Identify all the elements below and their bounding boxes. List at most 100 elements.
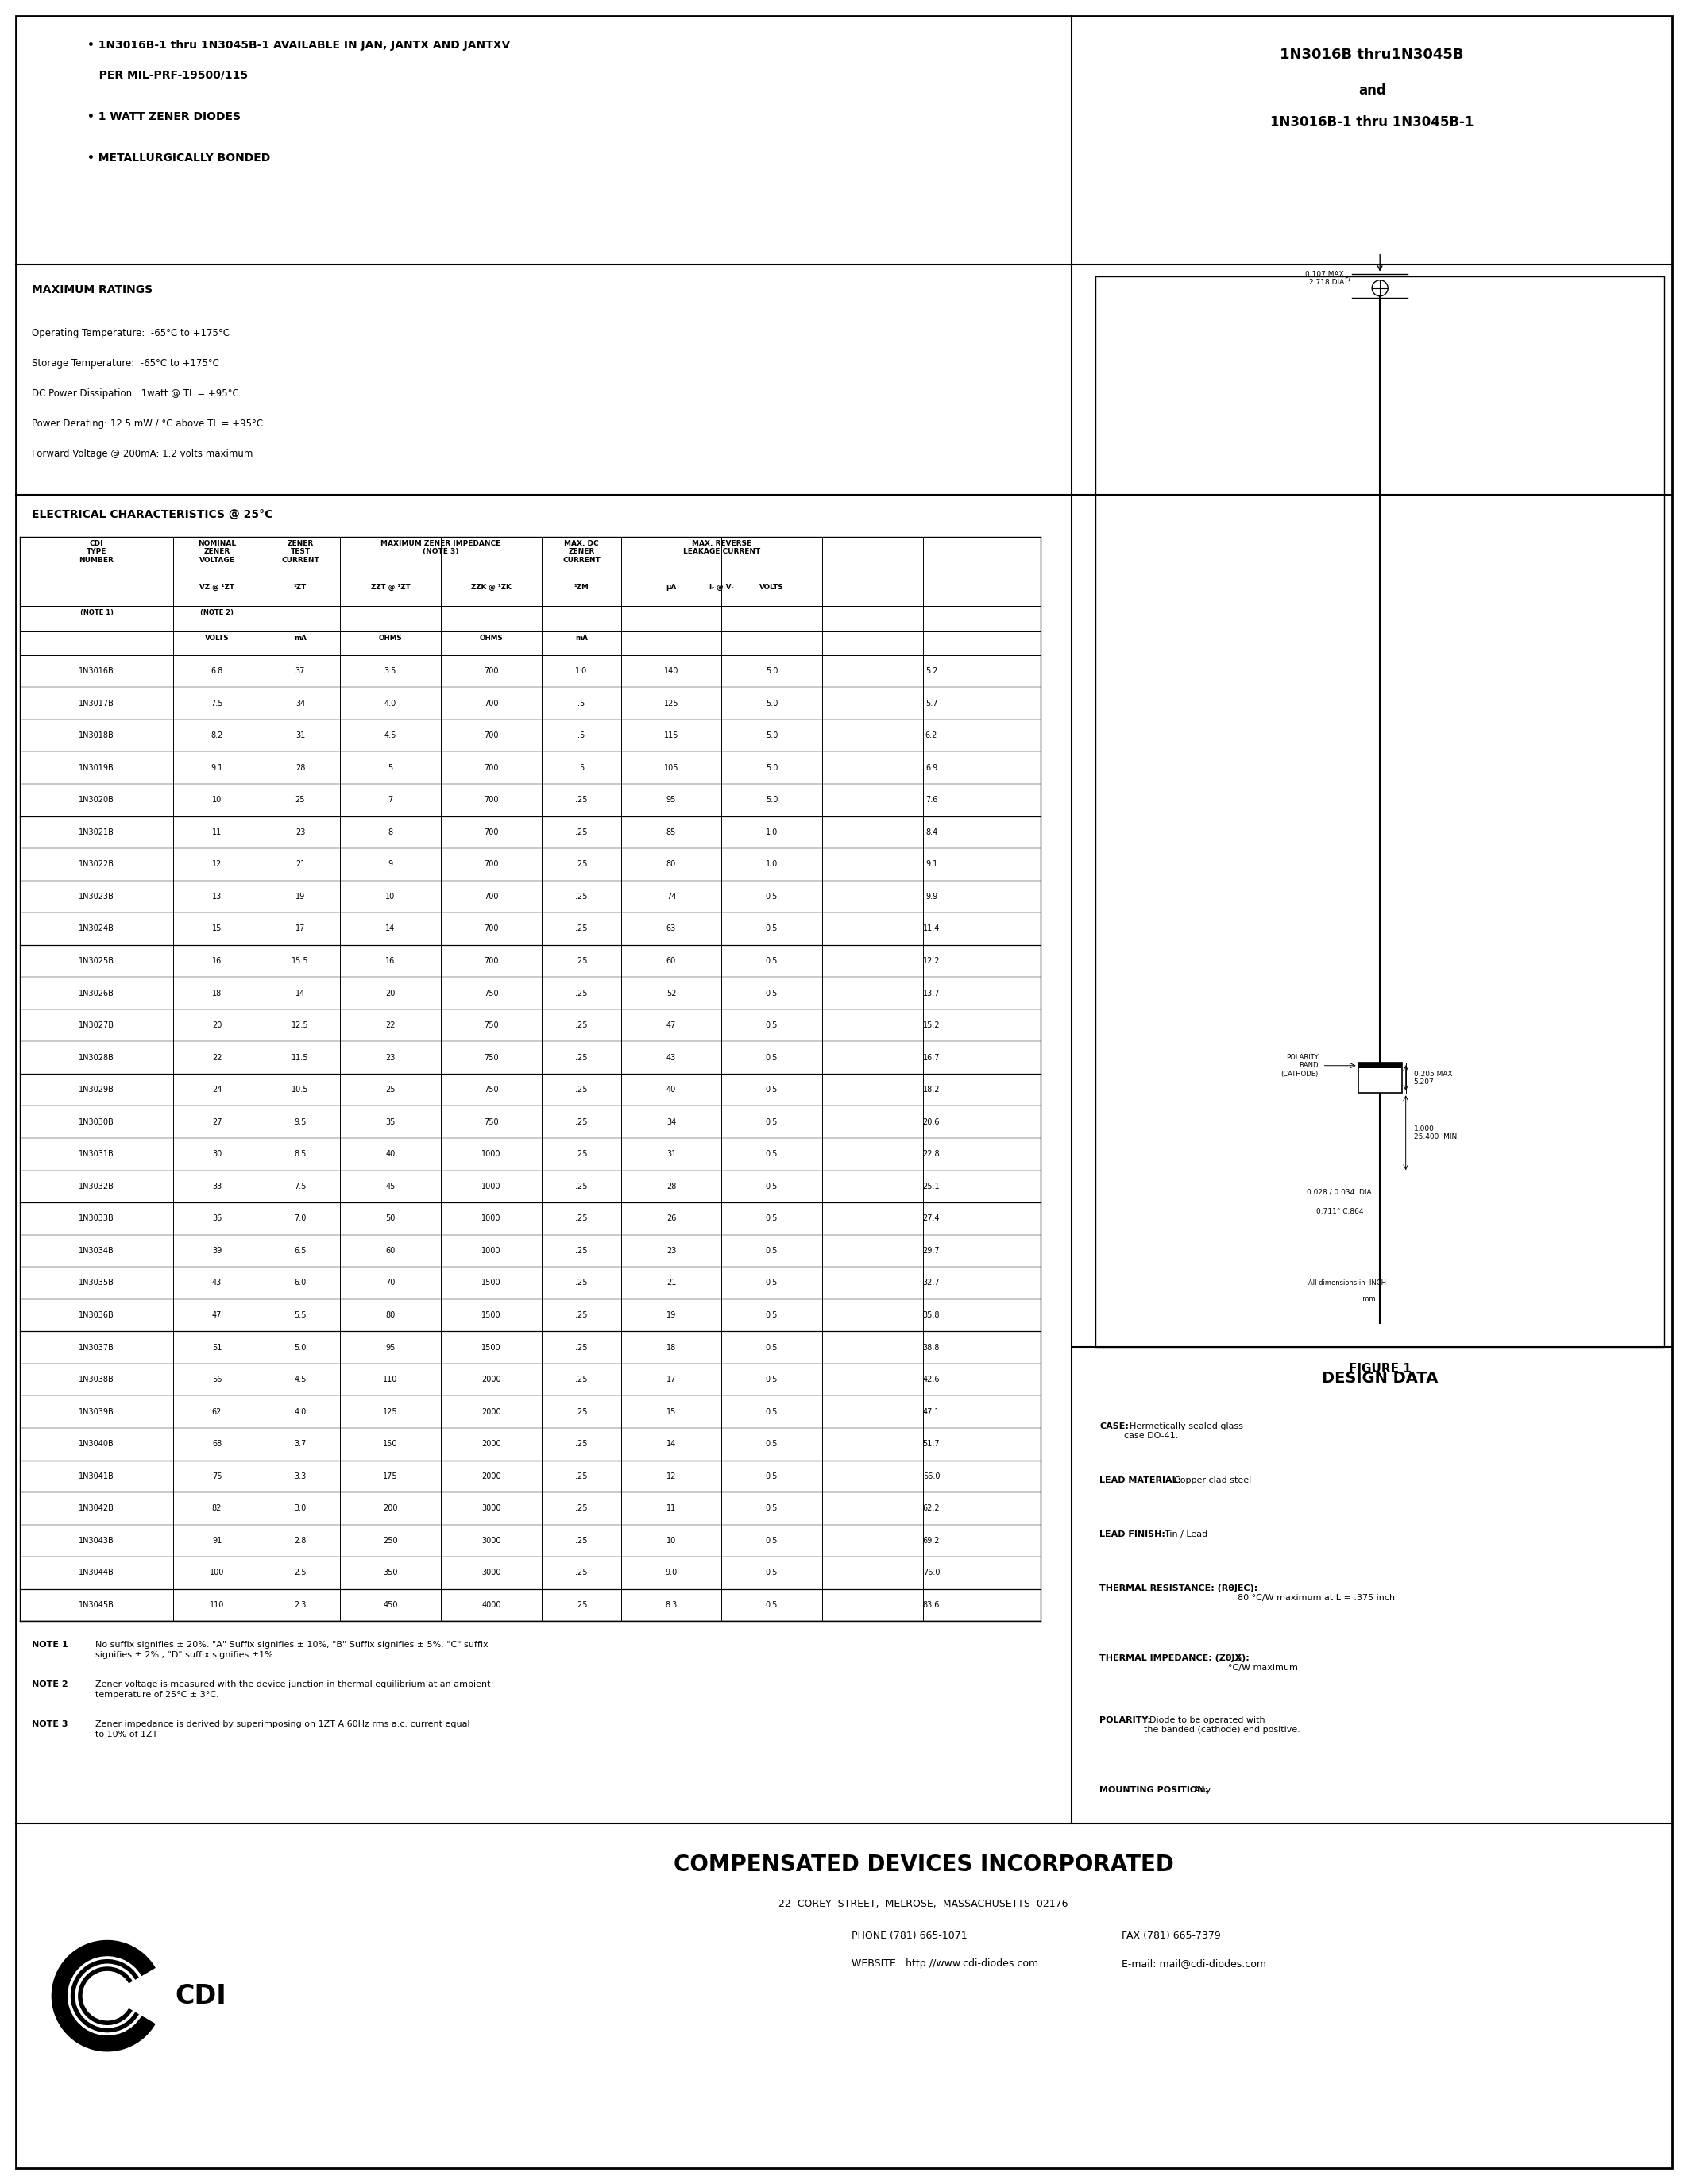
Text: 10: 10 (385, 893, 395, 900)
Text: 1N3045B: 1N3045B (79, 1601, 115, 1610)
Text: 42.6: 42.6 (923, 1376, 940, 1385)
Bar (1359, 1064, 1401, 1092)
Text: THERMAL IMPEDANCE: (ZθJX):: THERMAL IMPEDANCE: (ZθJX): (1099, 1655, 1249, 1662)
Text: 0.5: 0.5 (766, 1376, 778, 1385)
Text: 2000: 2000 (481, 1409, 501, 1415)
Text: 74: 74 (667, 893, 677, 900)
Text: FIGURE 1: FIGURE 1 (1349, 1363, 1411, 1376)
Text: µA: µA (667, 583, 677, 590)
Text: 125: 125 (663, 699, 679, 708)
Text: 25.1: 25.1 (923, 1182, 940, 1190)
Text: 8.3: 8.3 (665, 1601, 677, 1610)
Text: .25: .25 (576, 1568, 587, 1577)
Text: Storage Temperature:  -65°C to +175°C: Storage Temperature: -65°C to +175°C (32, 358, 219, 369)
Text: 450: 450 (383, 1601, 398, 1610)
Text: 91: 91 (213, 1538, 221, 1544)
Text: • METALLURGICALLY BONDED: • METALLURGICALLY BONDED (88, 153, 270, 164)
Text: MAXIMUM RATINGS: MAXIMUM RATINGS (32, 284, 152, 295)
Text: 69.2: 69.2 (923, 1538, 940, 1544)
Text: • 1 WATT ZENER DIODES: • 1 WATT ZENER DIODES (88, 111, 241, 122)
Text: 0.5: 0.5 (766, 1568, 778, 1577)
Text: 34: 34 (667, 1118, 677, 1127)
Text: 1N3018B: 1N3018B (79, 732, 115, 740)
Text: 16: 16 (385, 957, 395, 965)
Text: 51.7: 51.7 (923, 1439, 940, 1448)
Text: 20.6: 20.6 (923, 1118, 940, 1127)
Text: 110: 110 (209, 1601, 225, 1610)
Text: 1N3038B: 1N3038B (79, 1376, 115, 1385)
Text: 700: 700 (484, 828, 498, 836)
Text: 700: 700 (484, 795, 498, 804)
Text: 1N3039B: 1N3039B (79, 1409, 115, 1415)
Text: .25: .25 (576, 795, 587, 804)
Text: ZZK @ ¹ZK: ZZK @ ¹ZK (471, 583, 511, 592)
Text: 15: 15 (667, 1409, 677, 1415)
Text: 9.0: 9.0 (665, 1568, 677, 1577)
Text: 1N3044B: 1N3044B (79, 1568, 115, 1577)
Text: 15.2: 15.2 (923, 1022, 940, 1029)
Text: 5.0: 5.0 (766, 764, 778, 771)
Text: .25: .25 (576, 1538, 587, 1544)
Text: 18: 18 (213, 989, 221, 998)
Text: 80 °C/W maximum at L = .375 inch: 80 °C/W maximum at L = .375 inch (1237, 1586, 1394, 1601)
Text: 0.5: 0.5 (766, 1343, 778, 1352)
Text: 12: 12 (213, 860, 221, 869)
Text: 6.5: 6.5 (294, 1247, 307, 1256)
Text: 12.5: 12.5 (292, 1022, 309, 1029)
Text: Operating Temperature:  -65°C to +175°C: Operating Temperature: -65°C to +175°C (32, 328, 230, 339)
Text: 175: 175 (383, 1472, 398, 1481)
Text: 13.7: 13.7 (923, 989, 940, 998)
Text: OHMS: OHMS (479, 633, 503, 642)
Text: 80: 80 (667, 860, 677, 869)
Text: 9.9: 9.9 (925, 893, 937, 900)
Text: .25: .25 (576, 1085, 587, 1094)
Text: 16: 16 (213, 957, 221, 965)
Text: 14: 14 (385, 924, 395, 933)
Text: Power Derating: 12.5 mW / °C above TL = +95°C: Power Derating: 12.5 mW / °C above TL = … (32, 419, 263, 428)
Text: 28: 28 (667, 1182, 677, 1190)
Text: 700: 700 (484, 924, 498, 933)
Text: MAX. REVERSE
LEAKAGE CURRENT: MAX. REVERSE LEAKAGE CURRENT (684, 539, 760, 555)
Text: 80: 80 (385, 1310, 395, 1319)
Text: 0.711° C.864: 0.711° C.864 (1317, 1208, 1364, 1214)
Text: 22: 22 (385, 1022, 395, 1029)
Text: 13: 13 (213, 893, 221, 900)
Text: 0.5: 0.5 (766, 957, 778, 965)
Text: .25: .25 (576, 1214, 587, 1223)
Text: E-mail: mail@cdi-diodes.com: E-mail: mail@cdi-diodes.com (1123, 1959, 1266, 1970)
Text: 1500: 1500 (481, 1280, 501, 1286)
Text: 0.5: 0.5 (766, 1151, 778, 1158)
Text: 9.1: 9.1 (211, 764, 223, 771)
Text: 56: 56 (213, 1376, 221, 1385)
Text: CASE:: CASE: (1099, 1422, 1129, 1431)
Text: 33: 33 (213, 1182, 221, 1190)
Text: 1N3033B: 1N3033B (79, 1214, 115, 1223)
Text: 20: 20 (213, 1022, 221, 1029)
Text: 1N3026B: 1N3026B (79, 989, 115, 998)
Text: MAXIMUM ZENER IMPEDANCE
(NOTE 3): MAXIMUM ZENER IMPEDANCE (NOTE 3) (381, 539, 501, 555)
Text: 350: 350 (383, 1568, 398, 1577)
Text: ¹ZT: ¹ZT (294, 583, 307, 590)
Text: 19: 19 (667, 1310, 677, 1319)
Text: 35.8: 35.8 (923, 1310, 940, 1319)
Text: 8.2: 8.2 (211, 732, 223, 740)
Text: 0.5: 0.5 (766, 1409, 778, 1415)
Text: 0.5: 0.5 (766, 1022, 778, 1029)
Text: Diode to be operated with
the banded (cathode) end positive.: Diode to be operated with the banded (ca… (1144, 1717, 1300, 1734)
Text: 1N3016B: 1N3016B (79, 666, 115, 675)
Text: 31: 31 (667, 1151, 677, 1158)
Text: .25: .25 (576, 1118, 587, 1127)
Text: .25: .25 (576, 1247, 587, 1256)
Text: Any.: Any. (1188, 1787, 1212, 1795)
Text: 6.0: 6.0 (294, 1280, 306, 1286)
Text: 9: 9 (388, 860, 393, 869)
Text: ZZT @ ¹ZT: ZZT @ ¹ZT (371, 583, 410, 592)
Text: 11: 11 (667, 1505, 677, 1511)
Text: 1.000
25.400  MIN.: 1.000 25.400 MIN. (1415, 1125, 1458, 1140)
Text: 25: 25 (385, 1085, 395, 1094)
Text: .25: .25 (576, 1310, 587, 1319)
Text: 10: 10 (213, 795, 221, 804)
Text: 1N3023B: 1N3023B (79, 893, 115, 900)
Text: .25: .25 (576, 1376, 587, 1385)
Text: 28: 28 (295, 764, 306, 771)
